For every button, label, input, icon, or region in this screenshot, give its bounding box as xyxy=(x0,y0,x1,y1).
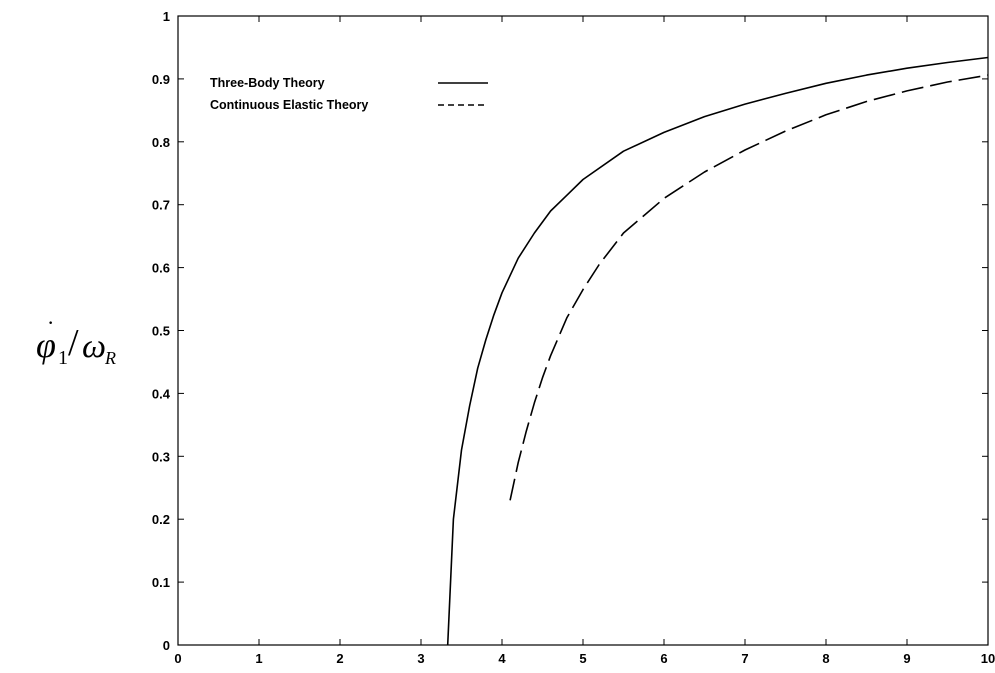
y-tick-label: 0.4 xyxy=(152,386,171,401)
x-tick-label: 10 xyxy=(981,651,995,666)
y-tick-label: 0.1 xyxy=(152,575,170,590)
y-axis-label-slash: / xyxy=(68,322,79,364)
y-tick-label: 0 xyxy=(163,638,170,653)
y-tick-label: 0.3 xyxy=(152,449,170,464)
y-axis-label-sub1: 1 xyxy=(58,347,68,369)
y-axis-label-omega: ω xyxy=(82,328,106,365)
y-axis-label: φ · 1 / ω R xyxy=(36,310,116,369)
y-axis-label-main-dot: · xyxy=(47,310,54,335)
y-tick-label: 0.6 xyxy=(152,261,170,276)
x-tick-label: 0 xyxy=(174,651,181,666)
x-tick-label: 6 xyxy=(660,651,667,666)
x-tick-label: 5 xyxy=(579,651,586,666)
x-tick-label: 1 xyxy=(255,651,262,666)
legend-label: Continuous Elastic Theory xyxy=(210,98,368,112)
y-tick-label: 0.5 xyxy=(152,324,170,339)
y-tick-label: 0.2 xyxy=(152,512,170,527)
y-axis-label-main: φ xyxy=(36,325,56,365)
x-tick-label: 3 xyxy=(417,651,424,666)
series-line-continuous-elastic-theory xyxy=(509,74,989,501)
ticks: 0 1 2 3 4 5 6 7 8 9 10 0 0.1 0.2 0.3 0.4 0.5 0.6 0.7 0.8 0.9… xyxy=(152,9,995,666)
legend: Three-Body Theory Continuous Elastic Theo… xyxy=(210,76,488,112)
legend-label: Three-Body Theory xyxy=(210,76,325,90)
y-tick-label: 0.8 xyxy=(152,135,170,150)
x-tick-label: 4 xyxy=(498,651,506,666)
y-axis-label-sub2: R xyxy=(104,348,116,368)
y-tick-label: 1 xyxy=(163,9,170,24)
y-tick-label: 0.9 xyxy=(152,72,170,87)
x-tick-label: 2 xyxy=(336,651,343,666)
y-tick-label: 0.7 xyxy=(152,198,170,213)
series-group xyxy=(446,56,989,646)
series-line-three-body-theory xyxy=(446,56,989,646)
x-tick-label: 9 xyxy=(903,651,910,666)
x-tick-label: 7 xyxy=(741,651,748,666)
x-tick-label: 8 xyxy=(822,651,829,666)
